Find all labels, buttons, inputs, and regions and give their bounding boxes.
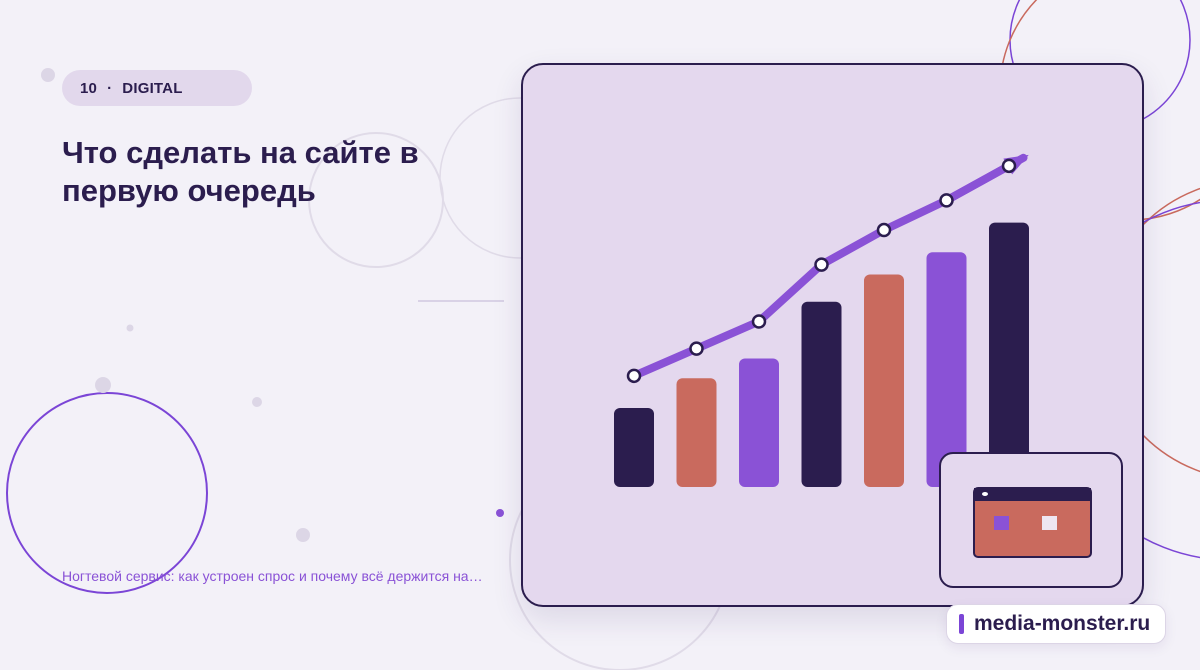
decor-dot	[296, 528, 310, 542]
chart-bar	[676, 378, 717, 487]
chart-bar	[614, 407, 654, 487]
chart-bar	[989, 222, 1029, 487]
chart-bar	[864, 274, 904, 487]
chart-bar	[739, 358, 779, 487]
site-badge-accent	[959, 614, 964, 634]
decor-circle	[6, 392, 208, 594]
bar-chart	[614, 153, 1029, 487]
browser-window-icon	[973, 487, 1092, 558]
decor-dot	[252, 397, 262, 407]
chart-bar	[801, 301, 842, 487]
trend-point	[876, 222, 892, 238]
badge-number: 10	[80, 79, 98, 97]
site-badge[interactable]: media-monster.ru	[946, 604, 1166, 644]
trend-point	[939, 193, 954, 208]
category-badge: 10 · DIGITAL	[62, 70, 252, 106]
badge-category: DIGITAL	[122, 79, 183, 97]
decor-dot	[95, 377, 111, 393]
related-article-link[interactable]: Ногтевой сервис: как устроен спрос и поч…	[62, 568, 483, 584]
decor-dot	[126, 324, 134, 332]
badge-separator: ·	[107, 79, 113, 97]
trend-point	[1001, 158, 1017, 174]
trend-point	[751, 314, 767, 329]
trend-point	[814, 257, 829, 272]
chart-bar	[926, 252, 967, 487]
site-name: media-monster.ru	[974, 612, 1151, 635]
trend-point	[626, 368, 642, 384]
decor-dot	[41, 68, 55, 82]
trend-point	[689, 341, 704, 356]
decor-dot	[496, 509, 504, 517]
page-title: Что сделать на сайте в первую очередь	[62, 135, 419, 208]
browser-card	[939, 452, 1123, 588]
